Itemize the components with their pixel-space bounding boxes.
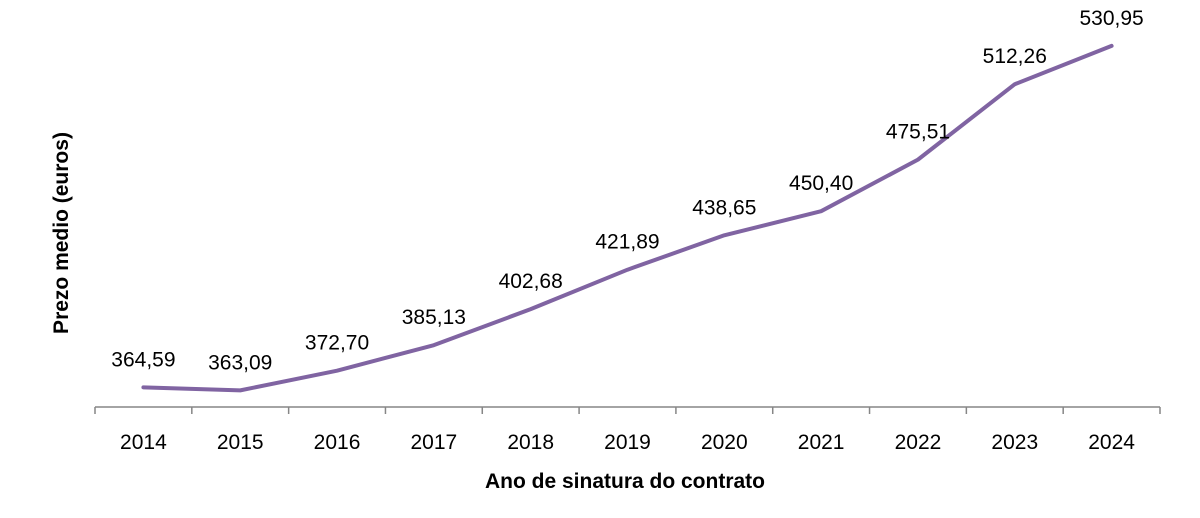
x-tick-label: 2024 xyxy=(1088,431,1135,454)
data-label: 385,13 xyxy=(402,306,466,329)
x-tick-label: 2022 xyxy=(895,431,942,454)
data-label: 372,70 xyxy=(305,332,369,355)
series-line xyxy=(141,43,1114,393)
x-tick-label: 2019 xyxy=(604,431,651,454)
x-axis: 2014 2015 2016 2017 2018 2019 2020 2021 2022 2023… xyxy=(94,406,1161,454)
data-label: 475,51 xyxy=(886,121,950,144)
data-label: 364,59 xyxy=(111,348,175,371)
x-tick-label: 2023 xyxy=(991,431,1038,454)
x-tick-label: 2014 xyxy=(120,431,167,454)
data-label: 512,26 xyxy=(983,45,1047,68)
data-label: 530,95 xyxy=(1079,7,1143,30)
x-tick-label: 2020 xyxy=(701,431,748,454)
series-layer xyxy=(141,43,1114,393)
x-tick-label: 2015 xyxy=(217,431,264,454)
data-label: 438,65 xyxy=(692,196,756,219)
data-label: 363,09 xyxy=(208,351,272,374)
data-label: 450,40 xyxy=(789,172,853,195)
x-tick-label: 2017 xyxy=(411,431,458,454)
data-label: 402,68 xyxy=(499,270,563,293)
x-tick-label: 2018 xyxy=(507,431,554,454)
data-labels: 364,59 363,09 372,70 385,13 402,68 421,89 438,… xyxy=(111,7,1143,375)
x-tick-label: 2021 xyxy=(798,431,845,454)
y-axis-title: Prezo medio (euros) xyxy=(50,132,73,334)
x-tick-label: 2016 xyxy=(314,431,361,454)
x-axis-title: Ano de sinatura do contrato xyxy=(485,470,765,493)
data-label: 421,89 xyxy=(595,231,659,254)
